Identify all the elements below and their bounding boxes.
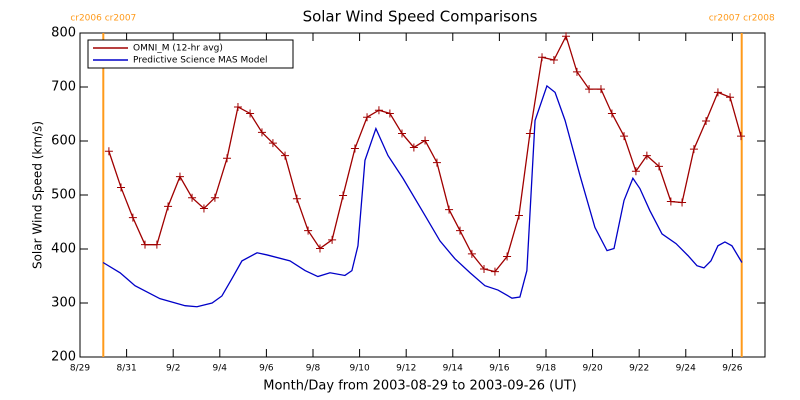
point-marker — [257, 128, 266, 137]
point-marker — [152, 240, 161, 249]
point-marker — [572, 67, 581, 76]
point-marker — [702, 117, 711, 126]
x-tick-label: 9/6 — [259, 364, 274, 374]
point-marker — [385, 109, 394, 118]
x-tick-label: 9/10 — [349, 364, 369, 374]
point-marker — [585, 85, 594, 94]
y-tick-label: 200 — [51, 350, 76, 365]
point-marker — [363, 113, 372, 122]
point-marker — [689, 145, 698, 154]
point-marker — [104, 147, 113, 156]
point-marker — [456, 226, 465, 235]
point-marker — [432, 158, 441, 167]
point-marker — [737, 132, 746, 141]
point-marker — [199, 204, 208, 213]
point-marker — [620, 132, 629, 141]
x-axis-label: Month/Day from 2003-08-29 to 2003-09-26 … — [263, 379, 576, 394]
x-tick-label: 8/31 — [116, 364, 136, 374]
point-marker — [421, 136, 430, 145]
point-marker — [175, 172, 184, 181]
point-marker — [409, 143, 418, 152]
x-tick-label: 8/29 — [70, 364, 90, 374]
point-marker — [562, 32, 571, 41]
point-marker — [538, 53, 547, 62]
point-marker — [467, 249, 476, 258]
point-marker — [164, 202, 173, 211]
x-tick-label: 9/16 — [489, 364, 509, 374]
point-marker — [223, 154, 232, 163]
y-tick-label: 300 — [51, 296, 76, 311]
point-marker — [490, 267, 499, 276]
x-tick-label: 9/26 — [722, 364, 742, 374]
point-marker — [607, 109, 616, 118]
point-marker — [117, 183, 126, 192]
point-marker — [397, 129, 406, 138]
point-marker — [246, 109, 255, 118]
point-marker — [503, 252, 512, 261]
point-marker — [654, 162, 663, 171]
x-tick-label: 9/20 — [582, 364, 602, 374]
point-marker — [374, 106, 383, 115]
point-marker — [666, 197, 675, 206]
point-marker — [268, 139, 277, 148]
point-marker — [525, 129, 534, 138]
point-marker — [642, 151, 651, 160]
point-marker — [480, 264, 489, 273]
point-marker — [188, 193, 197, 202]
point-marker — [315, 244, 324, 253]
point-marker — [281, 151, 290, 160]
point-marker — [726, 93, 735, 102]
y-tick-label: 400 — [51, 242, 76, 257]
rotation-label: cr2007 cr2008 — [709, 14, 775, 24]
point-marker — [514, 211, 523, 220]
y-tick-label: 500 — [51, 188, 76, 203]
y-tick-label: 600 — [51, 134, 76, 149]
x-tick-label: 9/18 — [536, 364, 556, 374]
point-marker — [210, 193, 219, 202]
x-tick-label: 9/14 — [443, 364, 463, 374]
point-marker — [292, 194, 301, 203]
x-tick-label: 9/8 — [306, 364, 321, 374]
y-axis-label: Solar Wind Speed (km/s) — [31, 121, 45, 269]
legend-label: OMNI_M (12-hr avg) — [133, 44, 223, 54]
point-marker — [328, 235, 337, 244]
y-tick-label: 700 — [51, 80, 76, 95]
point-marker — [713, 88, 722, 97]
point-marker — [596, 85, 605, 94]
x-tick-label: 9/24 — [676, 364, 696, 374]
chart-title: Solar Wind Speed Comparisons — [303, 8, 538, 26]
point-marker — [233, 102, 242, 111]
x-tick-label: 9/4 — [213, 364, 228, 374]
point-marker — [339, 191, 348, 200]
point-marker — [549, 56, 558, 64]
point-marker — [678, 198, 687, 207]
x-tick-label: 9/22 — [629, 364, 649, 374]
point-marker — [141, 240, 150, 249]
x-tick-label: 9/2 — [166, 364, 180, 374]
y-tick-label: 800 — [51, 26, 76, 41]
legend-label: Predictive Science MAS Model — [133, 56, 268, 66]
point-marker — [445, 205, 454, 214]
point-marker — [304, 226, 313, 235]
point-marker — [350, 144, 359, 153]
series-line — [102, 84, 743, 308]
rotation-label: cr2006 cr2007 — [70, 14, 136, 24]
point-marker — [128, 213, 137, 222]
point-marker — [631, 167, 640, 176]
x-tick-label: 9/12 — [396, 364, 416, 374]
legend-box — [87, 39, 294, 69]
